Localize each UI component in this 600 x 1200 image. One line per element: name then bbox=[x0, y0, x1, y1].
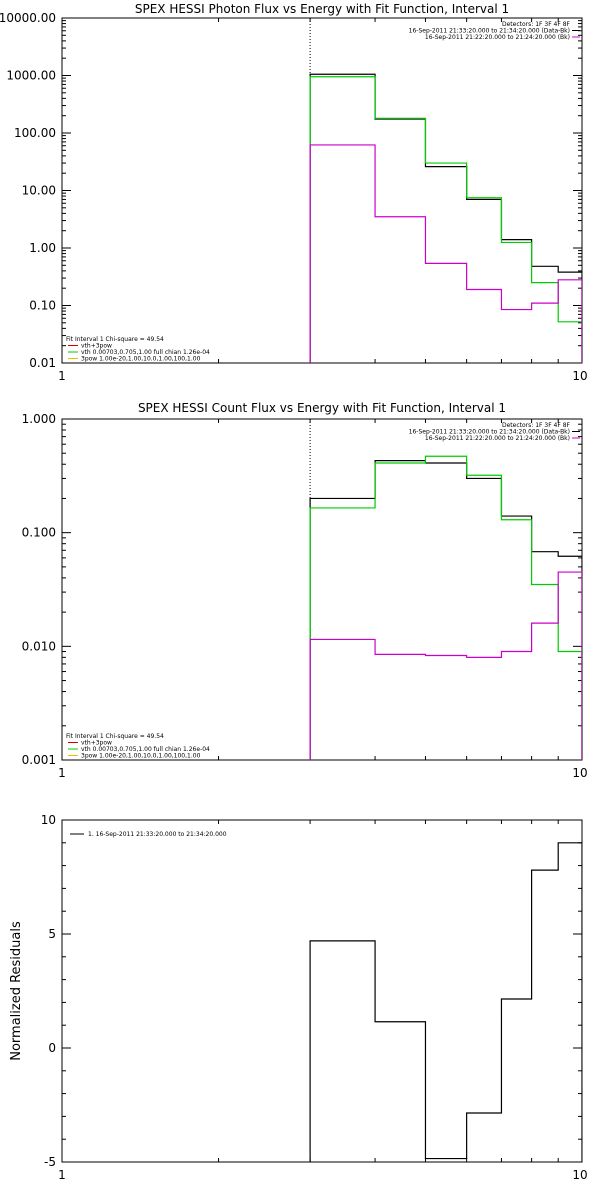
x-tick-label: 1 bbox=[58, 1168, 66, 1182]
plot-title: SPEX HESSI Count Flux vs Energy with Fit… bbox=[138, 401, 506, 415]
y-tick-label: 5 bbox=[48, 927, 56, 941]
y-tick-label: 100.00 bbox=[14, 126, 56, 140]
y-tick-label: 1.00 bbox=[29, 241, 56, 255]
plot-frame bbox=[61, 17, 583, 364]
y-tick-label: 0.001 bbox=[22, 753, 56, 767]
series-group bbox=[309, 455, 582, 760]
legend-entry: Fit Interval 1 Chi-square = 49.54 bbox=[66, 336, 164, 343]
series-line-2 bbox=[309, 76, 582, 363]
y-tick-label: 10 bbox=[41, 813, 56, 827]
y-tick-label: 0.01 bbox=[29, 356, 56, 370]
series-line-1 bbox=[309, 73, 582, 363]
legend-entry: vth 0.00703,0.705,1.00 full chian 1.26e-… bbox=[81, 349, 210, 356]
plot-1: SPEX HESSI Photon Flux vs Energy with Fi… bbox=[0, 2, 588, 383]
series-group bbox=[309, 842, 582, 1162]
plot-frame bbox=[61, 819, 583, 1163]
series-line-3 bbox=[309, 144, 582, 363]
header-line: Detectors: 1F 3F 4F 8F bbox=[502, 21, 571, 28]
x-tick-label: 1 bbox=[58, 766, 66, 780]
header-line: 16-Sep-2011 21:22:20.000 to 21:24:20.000… bbox=[425, 34, 570, 41]
y-tick-label: 0.10 bbox=[29, 299, 56, 313]
header-line: 16-Sep-2011 21:22:20.000 to 21:24:20.000… bbox=[425, 435, 570, 442]
x-tick-label: 1 bbox=[58, 369, 66, 383]
legend-entry: vth 0.00703,0.705,1.00 full chian 1.26e-… bbox=[81, 746, 210, 753]
x-tick-label: 10 bbox=[572, 1168, 587, 1182]
y-tick-label: 0.010 bbox=[22, 639, 56, 653]
x-tick-label: 10 bbox=[572, 369, 587, 383]
y-tick-label: 1000.00 bbox=[6, 69, 56, 83]
plot-frame bbox=[61, 418, 583, 761]
series-line-3 bbox=[309, 571, 582, 760]
legend-entry: 1. 16-Sep-2011 21:33:20.000 to 21:34:20.… bbox=[88, 831, 227, 838]
series-group bbox=[309, 73, 582, 363]
legend-entry: 3pow 1.00e-20,1.00,10.0,1.00,100,1.00 bbox=[81, 753, 201, 760]
legend-entry: Fit Interval 1 Chi-square = 49.54 bbox=[66, 733, 164, 740]
legend-entry: vth+3pow bbox=[81, 740, 112, 747]
plot-title: SPEX HESSI Photon Flux vs Energy with Fi… bbox=[135, 2, 509, 16]
y-tick-label: 1.000 bbox=[22, 412, 56, 426]
y-tick-label: 10000.00 bbox=[0, 11, 56, 25]
plot-2: SPEX HESSI Count Flux vs Energy with Fit… bbox=[22, 401, 588, 780]
y-tick-label: 10.00 bbox=[22, 184, 56, 198]
y-tick-label: -5 bbox=[44, 1155, 56, 1169]
header-line: 16-Sep-2011 21:33:20.000 to 21:34:20.000… bbox=[409, 429, 570, 436]
plot-3: -5 0 5 10 1 10 Normalized Residuals 1. 16-Sep-2… bbox=[9, 813, 588, 1182]
y-axis-label: Normalized Residuals bbox=[9, 921, 24, 1061]
legend-entry: vth+3pow bbox=[81, 343, 112, 350]
y-tick-label: 0 bbox=[48, 1041, 56, 1055]
series-line-1 bbox=[309, 842, 582, 1162]
header-line: 16-Sep-2011 21:33:20.000 to 21:34:20.000… bbox=[409, 28, 570, 35]
x-tick-label: 10 bbox=[572, 766, 587, 780]
series-line-2 bbox=[309, 455, 582, 760]
legend-entry: 3pow 1.00e-20,1.00,10.0,1.00,100,1.00 bbox=[81, 356, 201, 363]
header-line: Detectors: 1F 3F 4F 8F bbox=[502, 422, 571, 429]
series-line-1 bbox=[309, 460, 582, 760]
y-tick-label: 0.100 bbox=[22, 526, 56, 540]
